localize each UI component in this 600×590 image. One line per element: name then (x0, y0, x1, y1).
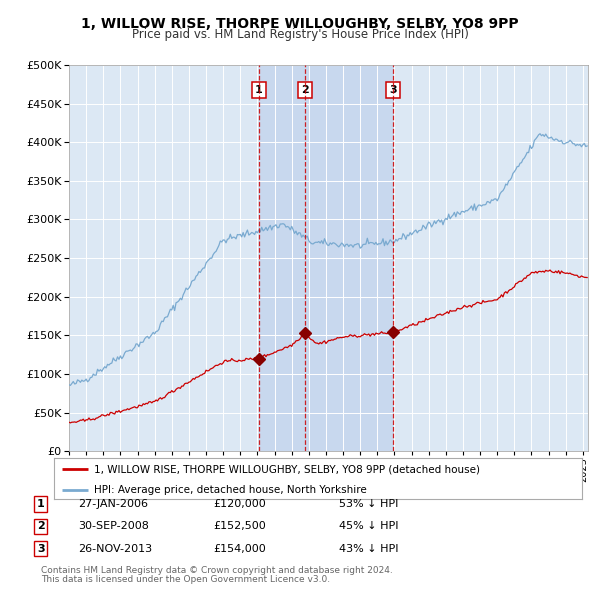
Text: £154,000: £154,000 (213, 544, 266, 553)
Text: 27-JAN-2006: 27-JAN-2006 (78, 499, 148, 509)
Text: £120,000: £120,000 (213, 499, 266, 509)
Text: This data is licensed under the Open Government Licence v3.0.: This data is licensed under the Open Gov… (41, 575, 330, 584)
Text: 1: 1 (37, 499, 44, 509)
Text: 1, WILLOW RISE, THORPE WILLOUGHBY, SELBY, YO8 9PP (detached house): 1, WILLOW RISE, THORPE WILLOUGHBY, SELBY… (94, 464, 479, 474)
Text: 2: 2 (37, 522, 44, 531)
Text: 43% ↓ HPI: 43% ↓ HPI (339, 544, 398, 553)
Text: Contains HM Land Registry data © Crown copyright and database right 2024.: Contains HM Land Registry data © Crown c… (41, 566, 392, 575)
Text: 2: 2 (301, 84, 308, 94)
Text: Price paid vs. HM Land Registry's House Price Index (HPI): Price paid vs. HM Land Registry's House … (131, 28, 469, 41)
Text: 3: 3 (389, 84, 397, 94)
Text: 45% ↓ HPI: 45% ↓ HPI (339, 522, 398, 531)
Text: 1: 1 (255, 84, 262, 94)
Text: 3: 3 (37, 544, 44, 553)
Text: 1, WILLOW RISE, THORPE WILLOUGHBY, SELBY, YO8 9PP: 1, WILLOW RISE, THORPE WILLOUGHBY, SELBY… (81, 17, 519, 31)
Bar (259, 65, 393, 451)
Text: 53% ↓ HPI: 53% ↓ HPI (339, 499, 398, 509)
Text: 26-NOV-2013: 26-NOV-2013 (78, 544, 152, 553)
Text: HPI: Average price, detached house, North Yorkshire: HPI: Average price, detached house, Nort… (94, 485, 367, 495)
Text: £152,500: £152,500 (213, 522, 266, 531)
Text: 30-SEP-2008: 30-SEP-2008 (78, 522, 149, 531)
